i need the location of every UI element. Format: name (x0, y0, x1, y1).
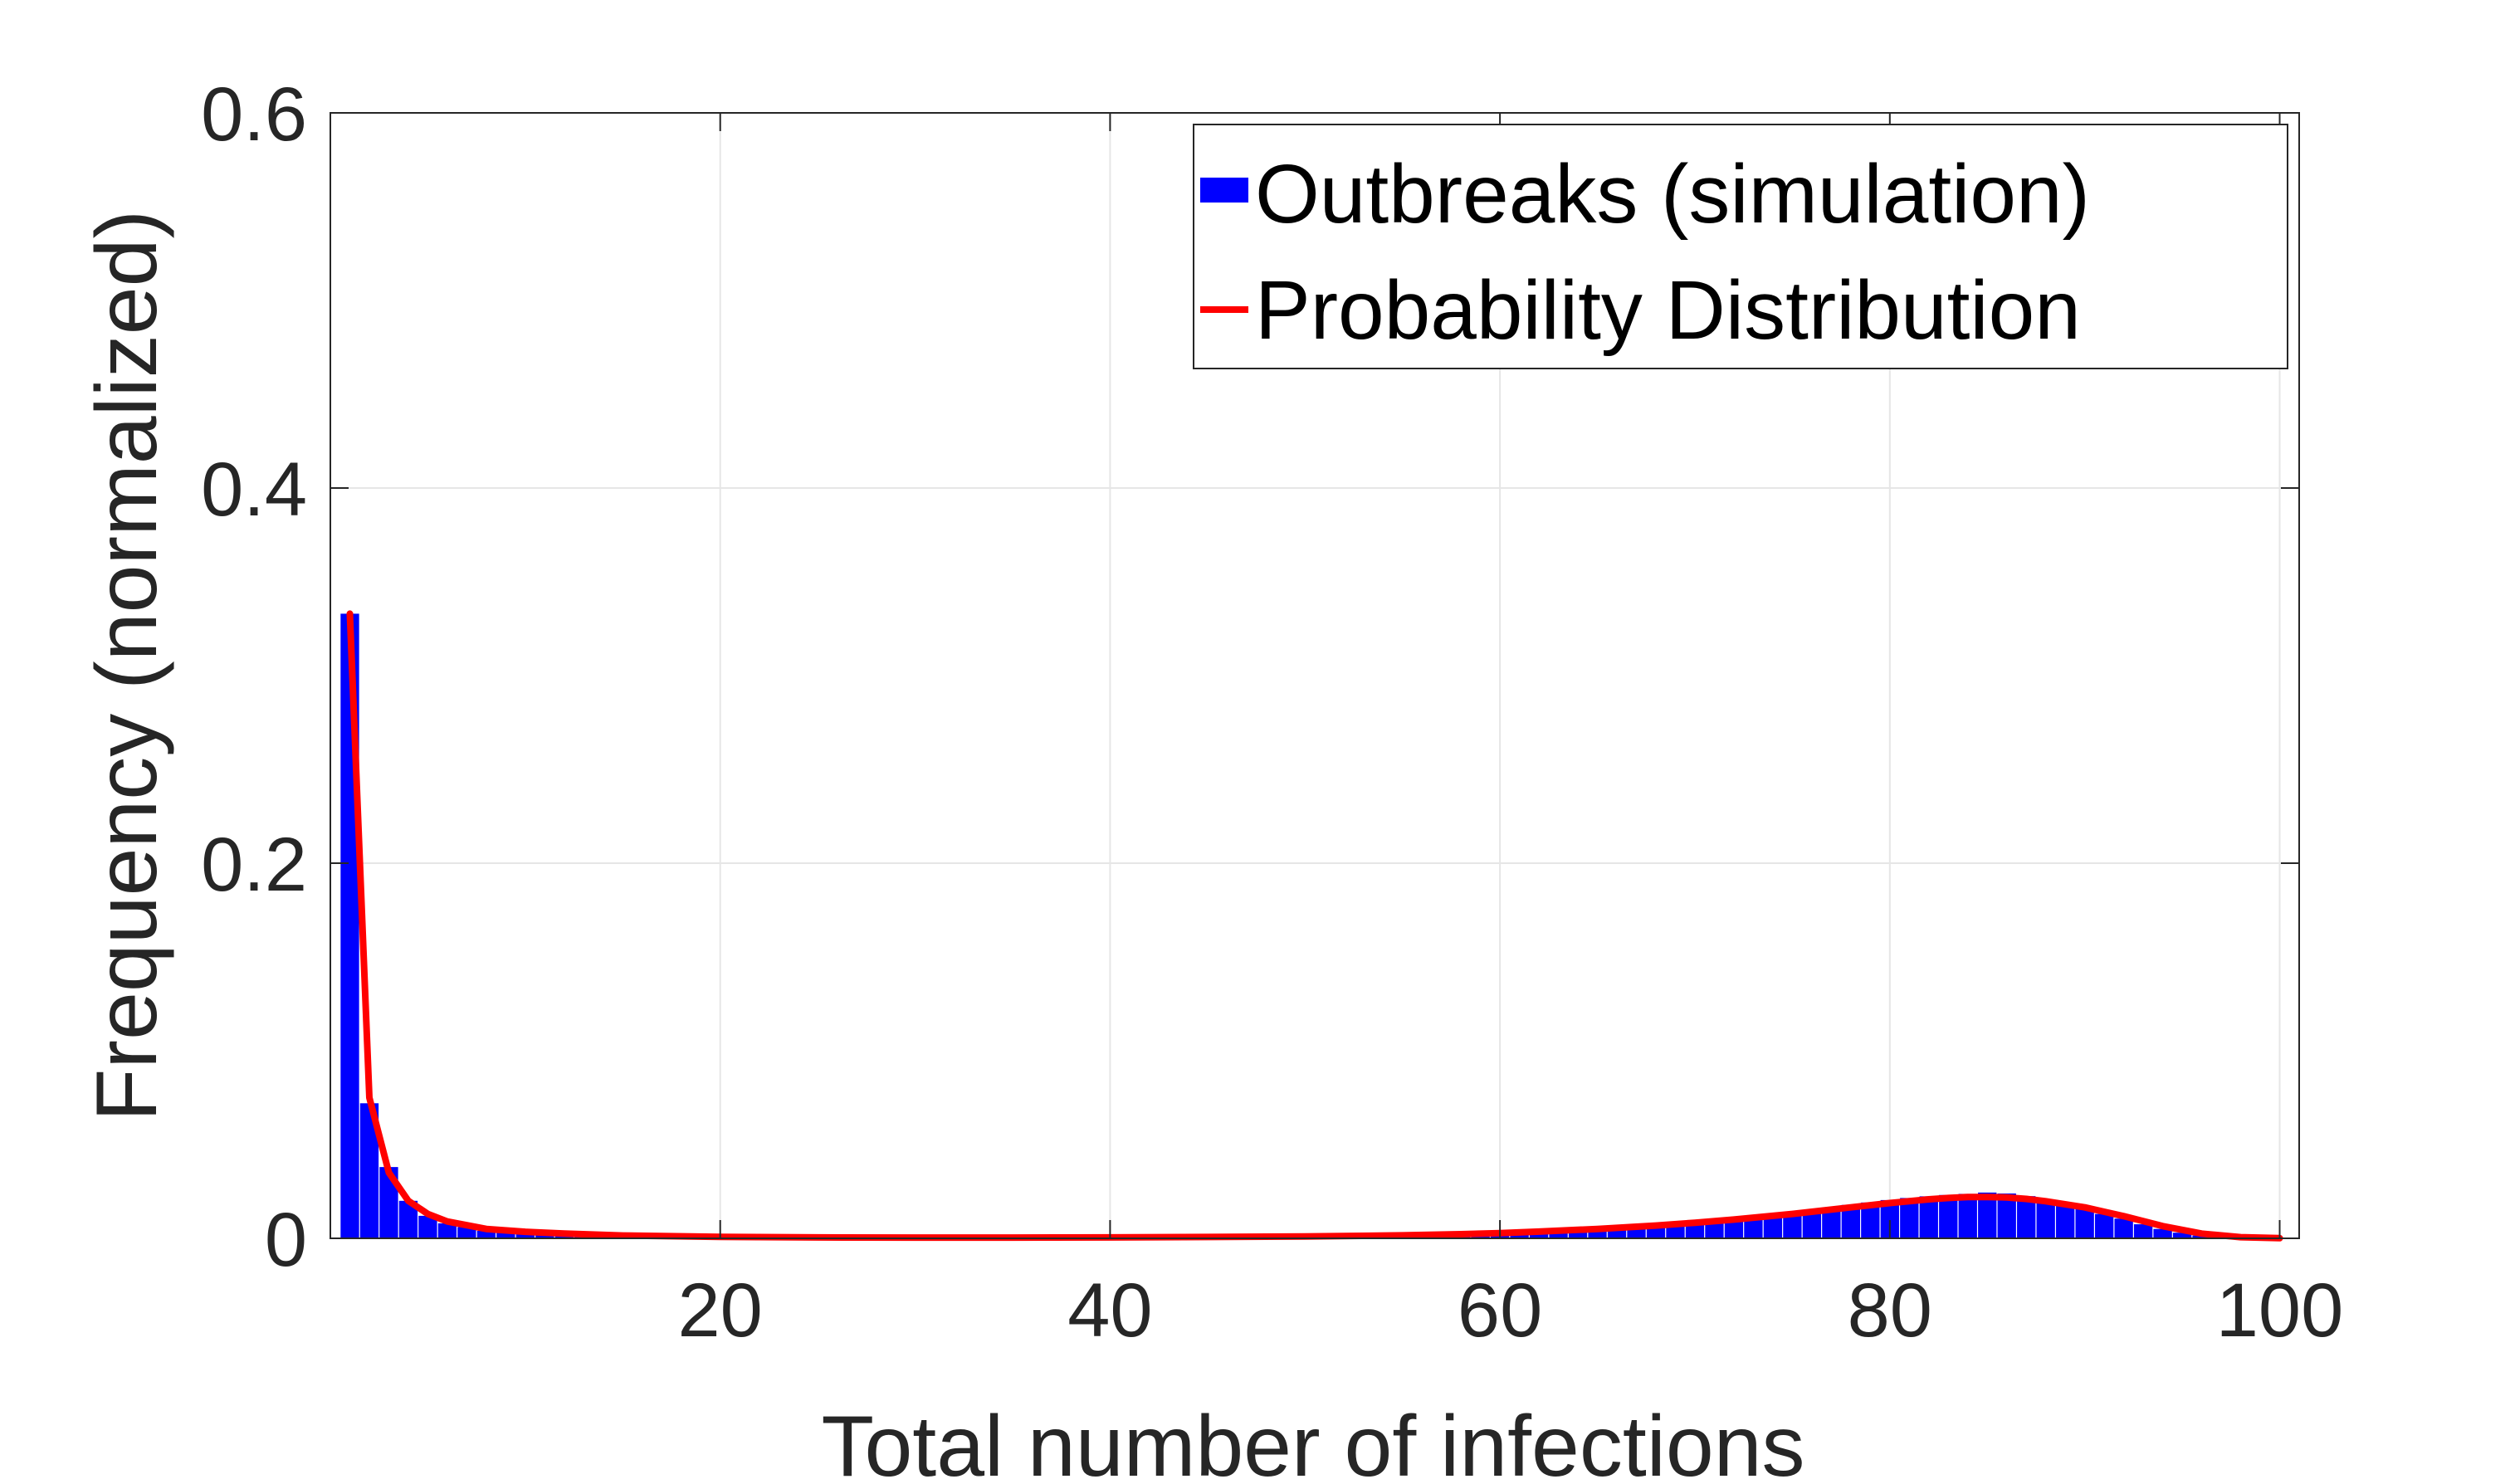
histogram-bar (2075, 1208, 2094, 1238)
histogram-bar (1529, 1231, 1549, 1238)
plot-frame (330, 112, 2300, 1239)
x-tick-label: 60 (1458, 1268, 1542, 1353)
y-tick-label: 0.2 (201, 823, 307, 907)
histogram-bar (1997, 1193, 2016, 1238)
histogram-bar (398, 1200, 418, 1238)
histogram-bar (1568, 1229, 1588, 1238)
histogram-bar (2153, 1228, 2172, 1238)
legend-label-distribution: Probability Distribution (1255, 264, 2081, 357)
histogram-bar (1841, 1204, 1860, 1238)
histogram-bar (1900, 1198, 1919, 1238)
axis-ticks (330, 112, 2299, 1239)
histogram-bar (2094, 1213, 2114, 1238)
histogram-bar (535, 1234, 554, 1238)
histogram-bar (2036, 1200, 2055, 1238)
x-axis-label: Total number of infections (821, 1399, 1804, 1484)
histogram-bar (1763, 1214, 1783, 1238)
y-tick-label: 0 (265, 1198, 307, 1282)
histogram-bar (2172, 1233, 2192, 1238)
x-tick-label: 40 (1067, 1268, 1152, 1353)
histogram-bar (1802, 1209, 1822, 1238)
x-tick-labels: 20 40 60 80 100 (678, 1268, 2344, 1353)
x-tick-label: 20 (678, 1268, 763, 1353)
legend-bar-swatch (1200, 178, 1248, 203)
histogram-bar (1958, 1194, 1977, 1238)
x-tick-label: 80 (1848, 1268, 1932, 1353)
histogram-bar (359, 1103, 379, 1238)
histogram-bar (1880, 1199, 1899, 1238)
histogram-bar (2114, 1218, 2133, 1238)
histogram-bar (1919, 1196, 1938, 1238)
y-tick-label: 0.4 (201, 447, 307, 532)
histogram-bar (437, 1223, 457, 1238)
histogram-bar (2017, 1196, 2036, 1238)
y-tick-label: 0.6 (201, 72, 307, 157)
histogram-bar (1744, 1216, 1763, 1238)
y-axis-label: Frequency (normalized) (79, 210, 175, 1121)
histogram-bar (1549, 1230, 1568, 1238)
histogram-bar (2056, 1204, 2075, 1238)
probability-distribution-line (346, 610, 2283, 1242)
legend-box (1193, 124, 2288, 369)
histogram-bar (1978, 1192, 1997, 1238)
histogram-bar (476, 1230, 496, 1238)
y-tick-labels: 0 0.2 0.4 0.6 (201, 72, 307, 1282)
histogram-bar (1783, 1212, 1802, 1238)
histogram-bar (1822, 1207, 1841, 1238)
histogram-bar (515, 1233, 535, 1238)
histogram-bar (418, 1215, 437, 1238)
legend: Outbreaks (simulation) Probability Distr… (1193, 124, 2288, 369)
legend-label-outbreaks: Outbreaks (simulation) (1255, 148, 2090, 241)
histogram-bar (1861, 1202, 1880, 1238)
x-tick-label: 100 (2216, 1268, 2344, 1353)
histogram-bar (1588, 1228, 1607, 1238)
histogram-bar (2133, 1224, 2153, 1238)
histogram-bar (457, 1227, 476, 1238)
histogram-bar (1724, 1218, 1744, 1238)
histogram-bar (1939, 1194, 1958, 1238)
histogram-bar (496, 1233, 515, 1238)
